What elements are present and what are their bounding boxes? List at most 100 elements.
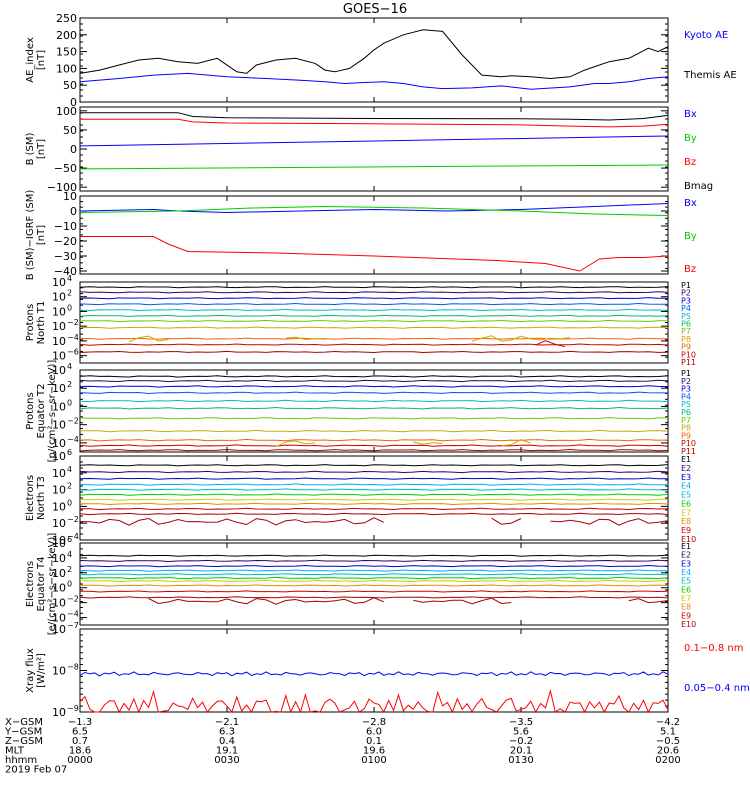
y-tick-label: 10 [52, 582, 66, 595]
series-segment [285, 336, 326, 341]
y-tick-exponent: 0 [67, 498, 72, 507]
y-axis-label: Protons [25, 392, 36, 429]
legend-label: P11 [681, 447, 696, 456]
x-column-value: 5.1 [660, 727, 676, 738]
legend-label: E6 [681, 585, 691, 594]
legend-label: E10 [681, 620, 696, 629]
legend-label: E4 [681, 482, 691, 491]
series-line-P1 [79, 286, 669, 289]
y-tick-label: −20 [54, 235, 77, 248]
y-tick-label: 10 [52, 419, 66, 432]
y-tick-exponent: 4 [67, 362, 72, 371]
x-column-value: 20.1 [510, 746, 532, 757]
y-tick-label: 10 [52, 305, 66, 318]
y-tick-label: −40 [54, 265, 77, 278]
y-tick-label: 150 [56, 46, 77, 59]
x-column-value: 5.6 [513, 727, 529, 738]
series-line-P11 [79, 448, 669, 452]
y-tick-exponent: 2 [67, 380, 72, 389]
x-row-label: 2019 Feb 07 [5, 765, 67, 776]
legend-label: By [684, 133, 697, 144]
series-line-P2 [79, 291, 669, 294]
legend-label: E4 [681, 568, 691, 577]
y-tick-exponent: −8 [67, 663, 79, 672]
y-tick-exponent: −4 [67, 435, 79, 444]
x-column-value: 0.1 [366, 736, 382, 747]
series-line-P10 [79, 343, 669, 346]
y-axis-label: North T3 [36, 476, 47, 520]
series-segment [628, 598, 669, 604]
legend-label: P3 [681, 296, 691, 305]
y-tick-exponent: 0 [67, 303, 72, 312]
y-tick-label: 0 [70, 205, 77, 218]
series-line-E4 [79, 483, 669, 486]
y-axis-label: [nT] [36, 225, 47, 245]
series-segment [535, 340, 566, 348]
x-column-value: 19.6 [363, 746, 385, 757]
x-column-value: 19.1 [216, 746, 238, 757]
legend-label: P4 [681, 392, 691, 401]
y-tick-label: 10 [52, 350, 66, 363]
x-column-value: −2.8 [362, 717, 386, 728]
legend-label: P5 [681, 312, 691, 321]
series-segment [501, 439, 531, 447]
y-tick-label: 10 [52, 276, 66, 289]
y-tick-label: 10 [52, 552, 66, 565]
y-tick-label: −50 [54, 162, 77, 175]
x-row-label: Z−GSM [5, 736, 43, 747]
y-axis-label: B (SM)−IGRF (SM) [25, 190, 36, 281]
series-line-E7 [79, 579, 668, 583]
series-line-E1 [79, 464, 669, 467]
series-line-E3 [79, 564, 669, 568]
y-tick-label: 10 [52, 500, 66, 513]
series-segment [471, 335, 571, 342]
series-line-2 [79, 164, 669, 170]
y-axis-label: Equator T4 [36, 557, 47, 612]
y-tick-exponent: −2 [67, 595, 79, 604]
y-tick-label: 100 [56, 105, 77, 118]
series-line-P5 [79, 308, 669, 312]
legend-label: P7 [681, 327, 691, 336]
x-column-value: 20.6 [657, 746, 679, 757]
series-line-P3 [79, 297, 669, 300]
series-line-P9 [79, 438, 669, 442]
panel-frame [79, 455, 669, 541]
x-column-value: 0.4 [219, 736, 235, 747]
series-line-E8 [79, 502, 669, 506]
legend-label: E3 [681, 559, 691, 568]
series-line-P9 [80, 337, 669, 340]
legend-label: Bmag [684, 181, 713, 192]
y-tick-exponent: 2 [67, 289, 72, 298]
legend-label: Bz [684, 264, 696, 275]
legend-label: P9 [681, 431, 691, 440]
y-tick-label: 10 [52, 537, 66, 550]
y-axis-label: [e/(cm²−s−sr−keV)] [47, 533, 58, 636]
series-line-E4 [79, 569, 668, 572]
x-column-value: 6.3 [219, 727, 235, 738]
legend-label: E2 [681, 464, 691, 473]
y-tick-label: 10 [63, 190, 77, 203]
series-line-P6 [79, 406, 669, 410]
legend-label: P10 [681, 350, 696, 359]
legend-label: P1 [681, 369, 691, 378]
legend-label: P5 [681, 400, 691, 409]
legend-label: Bx [684, 198, 697, 209]
legend-label: P4 [681, 304, 691, 313]
series-line-P7 [79, 417, 668, 420]
y-tick-label: 10 [52, 291, 66, 304]
x-column-value: 6.0 [366, 727, 382, 738]
y-tick-label: 10 [52, 450, 66, 463]
series-segment [413, 597, 512, 605]
y-tick-exponent: −6 [67, 348, 79, 357]
legend-label: P1 [681, 281, 691, 290]
series-line-P3 [79, 385, 669, 388]
series-line-E10 [79, 512, 669, 516]
y-tick-exponent: 4 [67, 465, 72, 474]
y-tick-label: −100 [47, 181, 77, 194]
y-tick-label: 10 [52, 597, 66, 610]
legend-label: E9 [681, 611, 691, 620]
x-column-value: −0.5 [656, 736, 680, 747]
